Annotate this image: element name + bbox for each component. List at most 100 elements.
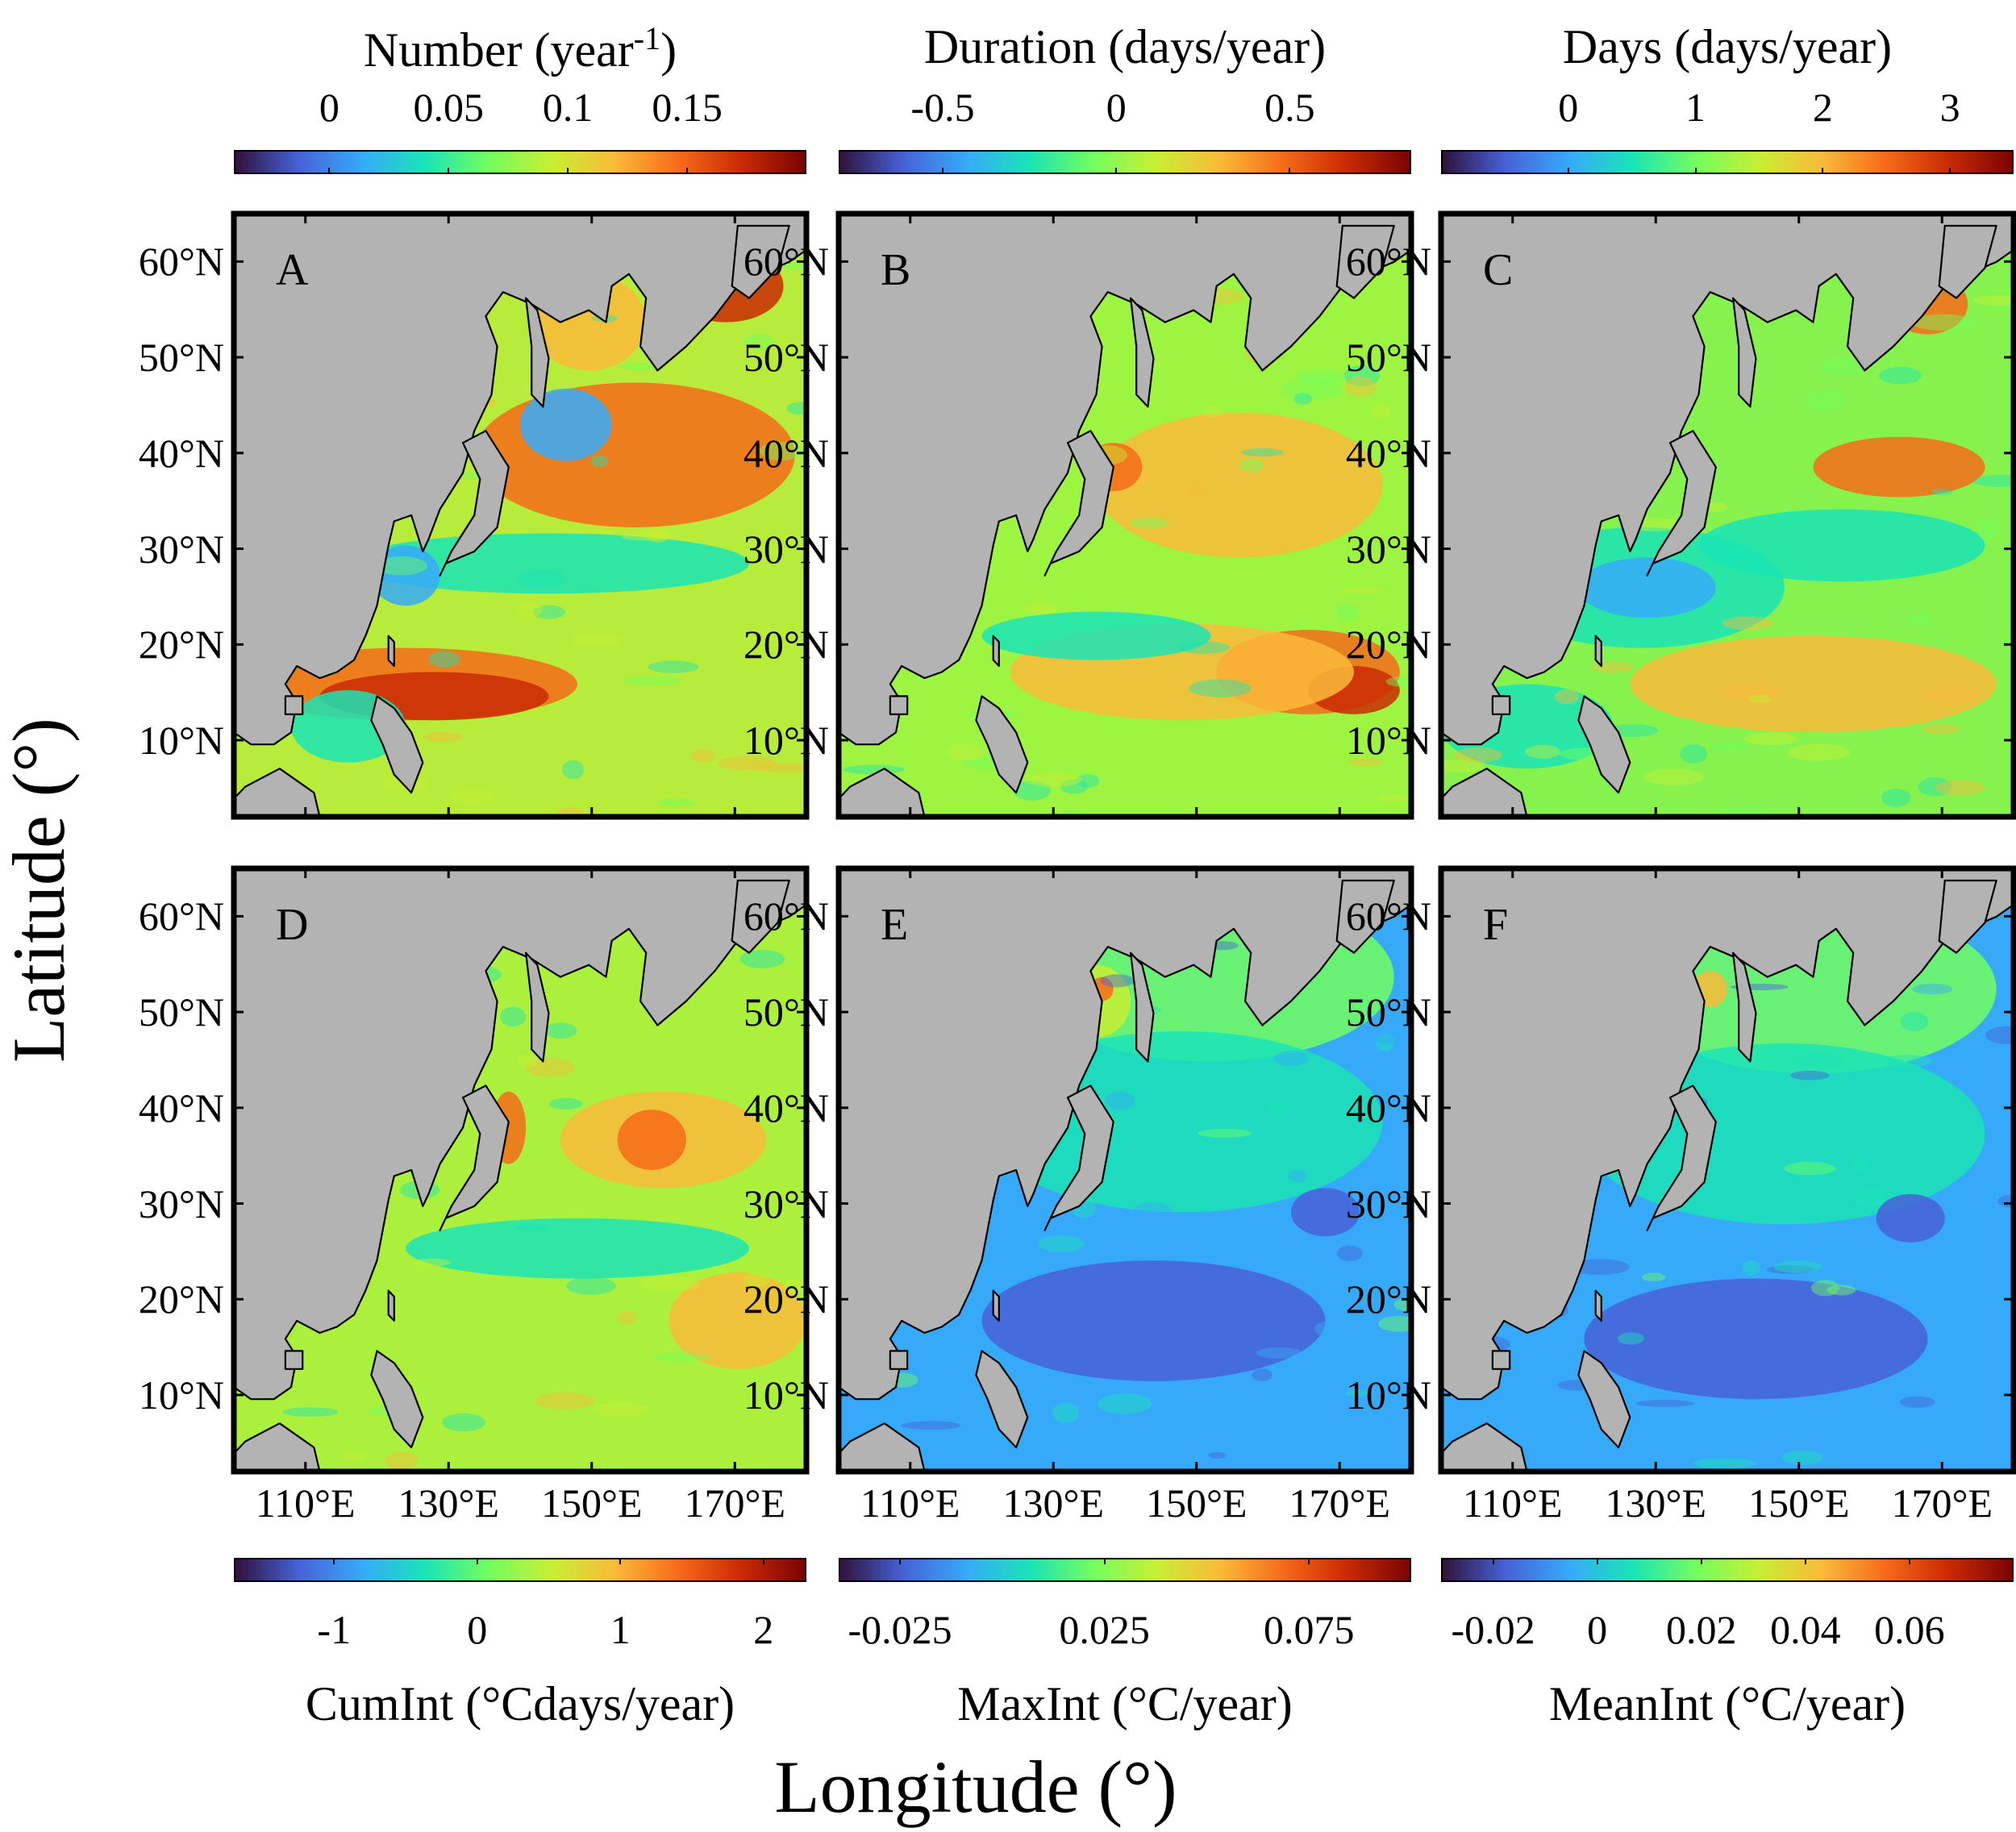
texture-patch — [1985, 1026, 2014, 1044]
texture-patch — [1183, 485, 1207, 496]
texture-patch — [343, 1451, 364, 1461]
texture-patch — [1714, 806, 1775, 815]
texture-patch — [1641, 1272, 1666, 1282]
texture-patch — [1013, 781, 1052, 801]
texture-patch — [1347, 1048, 1379, 1063]
texture-patch — [1881, 789, 1911, 807]
land-sakhalin — [525, 951, 550, 1063]
land-mainland — [839, 214, 1411, 746]
land-philippines — [370, 695, 424, 794]
colorbar-tick-mark — [328, 168, 331, 174]
texture-patch — [385, 1451, 418, 1471]
texture-patch — [375, 556, 427, 576]
texture-patch — [1748, 694, 1772, 704]
colorbar-tick-mark — [1822, 168, 1824, 174]
texture-patch — [652, 1352, 711, 1363]
lat-tick-label: 10°N — [743, 1372, 829, 1418]
colorbar-tick-mark — [1289, 168, 1291, 174]
land-mainland — [1441, 868, 2014, 1401]
texture-patch — [450, 789, 494, 803]
anomaly-patch — [406, 1218, 749, 1279]
colorbar-tick-mark — [1308, 1558, 1310, 1564]
panel-c — [1438, 210, 2016, 820]
texture-patch — [1881, 1055, 1933, 1068]
texture-patch — [743, 1272, 769, 1288]
colorbar-tick-label: 2 — [753, 1607, 774, 1652]
texture-patch — [1368, 1392, 1400, 1407]
texture-patch — [1854, 1188, 1886, 1207]
texture-patch — [1525, 744, 1561, 759]
panel-letter-e: E — [881, 900, 909, 950]
colorbar-tick-mark — [1596, 1558, 1598, 1564]
anomaly-patch — [520, 388, 612, 461]
colorbar-tick-label: 1 — [1685, 85, 1706, 130]
colorbar-tick-label: 0.04 — [1770, 1607, 1841, 1652]
colorbar-tick-label: 3 — [1939, 85, 1960, 130]
texture-patch — [1643, 768, 1704, 785]
texture-patch — [1281, 378, 1343, 400]
lon-tick-label: 150°E — [1747, 1480, 1850, 1526]
texture-patch — [500, 1006, 527, 1027]
colorbar-tick-label: 1 — [610, 1607, 631, 1652]
texture-patch — [843, 764, 905, 775]
texture-patch — [566, 1276, 616, 1295]
land-borneo — [839, 768, 926, 817]
texture-patch — [1239, 458, 1264, 473]
texture-patch — [1208, 1451, 1227, 1459]
lat-tick-label: 50°N — [743, 989, 829, 1035]
texture-patch — [1635, 1400, 1695, 1407]
lon-tick-label: 110°E — [860, 1480, 960, 1526]
colorbar-tick-label: 0 — [319, 85, 339, 130]
lat-tick-label: 20°N — [743, 1276, 829, 1322]
panel-b — [835, 210, 1414, 820]
texture-patch — [1972, 474, 2014, 487]
land-hainan — [1491, 695, 1511, 715]
land-japan — [439, 430, 510, 577]
texture-patch — [1100, 974, 1135, 988]
texture-patch — [1900, 1012, 1929, 1031]
texture-patch — [1976, 518, 2000, 539]
texture-patch — [1742, 1260, 1760, 1276]
texture-patch — [514, 1223, 549, 1231]
panel-d — [231, 865, 810, 1475]
panel-e — [835, 865, 1414, 1475]
land-hainan — [889, 695, 909, 715]
y-axis-title: Latitude (°) — [0, 718, 80, 1063]
lat-tick-label: 60°N — [138, 239, 224, 285]
texture-patch — [1918, 777, 1952, 797]
texture-patch — [1851, 1160, 1868, 1172]
texture-patch — [648, 660, 699, 673]
texture-patch — [518, 1054, 538, 1068]
colorbar-meanint — [1441, 1558, 2014, 1582]
land-philippines — [370, 1350, 424, 1449]
texture-patch — [1098, 1393, 1152, 1414]
texture-patch — [1441, 760, 1484, 773]
colorbar-tick-label: -0.025 — [848, 1607, 952, 1652]
texture-patch — [1060, 779, 1089, 794]
lat-tick-label: 10°N — [138, 718, 224, 764]
land-taiwan — [387, 635, 395, 668]
lat-tick-label: 30°N — [138, 1180, 224, 1226]
colorbar-tick-mark — [1949, 168, 1951, 174]
colorbar-number — [234, 150, 806, 174]
lat-tick-label: 20°N — [138, 622, 224, 668]
lat-tick-label: 40°N — [1345, 1085, 1431, 1130]
colorbar-tick-mark — [567, 168, 569, 174]
anomaly-patch — [669, 1272, 806, 1369]
colorbar-tick-label: -0.5 — [910, 85, 975, 130]
lat-tick-label: 40°N — [743, 1085, 829, 1130]
colorbar-title-maxint: MaxInt (°C/year) — [957, 1677, 1293, 1730]
colorbar-tick-label: -0.02 — [1451, 1607, 1535, 1652]
anomaly-patch — [1290, 1188, 1360, 1237]
lon-tick-label: 150°E — [540, 1480, 643, 1526]
lon-tick-label: 170°E — [684, 1480, 786, 1526]
texture-patch — [1375, 794, 1411, 802]
lat-tick-label: 40°N — [138, 1085, 224, 1130]
texture-patch — [1826, 1284, 1856, 1296]
texture-patch — [1911, 314, 1976, 331]
texture-patch — [518, 569, 566, 588]
colorbar-tick-label: 0.15 — [652, 85, 723, 130]
land-mainland — [234, 214, 806, 746]
panel-frame — [1438, 865, 2016, 1475]
colorbar-title-duration: Duration (days/year) — [923, 20, 1327, 73]
